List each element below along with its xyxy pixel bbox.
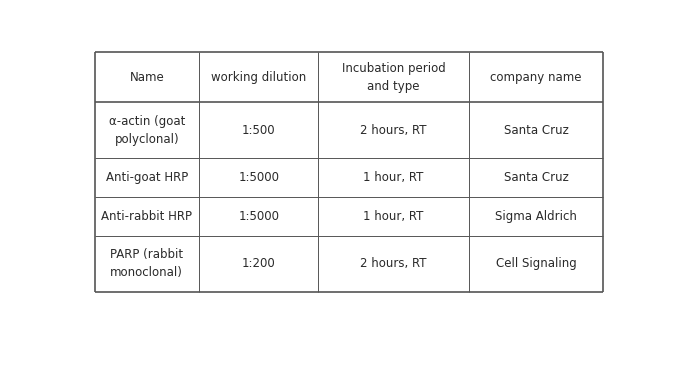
- Text: Santa Cruz: Santa Cruz: [503, 171, 569, 184]
- Text: 2 hours, RT: 2 hours, RT: [360, 124, 427, 137]
- Text: Anti-goat HRP: Anti-goat HRP: [106, 171, 188, 184]
- Text: Cell Signaling: Cell Signaling: [496, 257, 576, 270]
- Text: 1:5000: 1:5000: [238, 171, 279, 184]
- Text: Incubation period
and type: Incubation period and type: [342, 62, 445, 93]
- Text: 1:500: 1:500: [242, 124, 276, 137]
- Text: Name: Name: [129, 70, 164, 84]
- Text: working dilution: working dilution: [211, 70, 306, 84]
- Text: α-actin (goat
polyclonal): α-actin (goat polyclonal): [108, 115, 185, 146]
- Text: 1 hour, RT: 1 hour, RT: [364, 171, 424, 184]
- Text: 1 hour, RT: 1 hour, RT: [364, 210, 424, 223]
- Text: Anti-rabbit HRP: Anti-rabbit HRP: [101, 210, 192, 223]
- Text: 2 hours, RT: 2 hours, RT: [360, 257, 427, 270]
- Text: 1:5000: 1:5000: [238, 210, 279, 223]
- Text: 1:200: 1:200: [242, 257, 276, 270]
- Text: company name: company name: [490, 70, 582, 84]
- Text: Sigma Aldrich: Sigma Aldrich: [495, 210, 577, 223]
- Text: PARP (rabbit
monoclonal): PARP (rabbit monoclonal): [110, 248, 183, 279]
- Text: Santa Cruz: Santa Cruz: [503, 124, 569, 137]
